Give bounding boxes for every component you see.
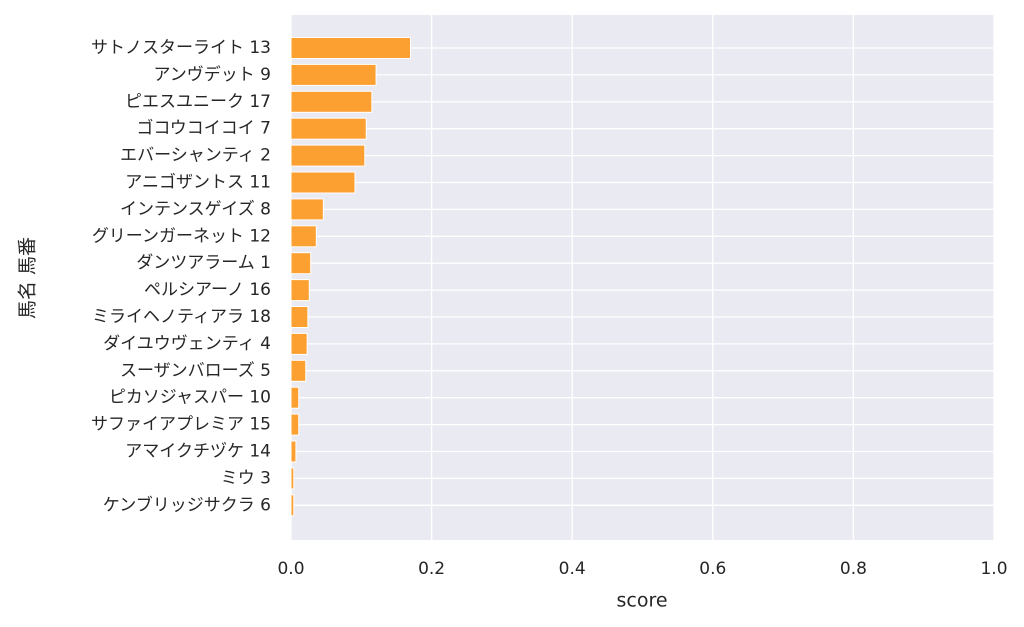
bar xyxy=(290,117,367,140)
bar xyxy=(290,332,308,355)
y-tick-label: スーザンバローズ 5 xyxy=(120,361,271,381)
y-tick-label: ダンツアラーム 1 xyxy=(136,253,271,273)
x-axis-label: score xyxy=(616,590,667,612)
x-tick-label: 0.0 xyxy=(277,559,304,579)
y-tick-label: ケンブリッジサクラ 6 xyxy=(103,494,271,515)
bar xyxy=(290,494,295,517)
y-tick-label: アニゴザントス 11 xyxy=(125,172,271,193)
bar xyxy=(290,413,300,436)
y-tick-label: サトノスターライト 13 xyxy=(91,38,271,58)
bar xyxy=(290,467,295,490)
x-tick-label: 0.8 xyxy=(840,559,867,579)
bar xyxy=(290,252,312,275)
y-tick-label: グリーンガーネット 12 xyxy=(92,226,271,246)
x-tick-label: 0.6 xyxy=(699,559,726,579)
x-tick-label: 0.2 xyxy=(418,559,445,579)
bar xyxy=(290,144,366,167)
bar xyxy=(290,279,310,302)
bar xyxy=(290,306,309,328)
bar xyxy=(290,90,373,113)
y-tick-label: インテンスゲイズ 8 xyxy=(120,199,271,219)
bar xyxy=(290,198,324,221)
y-tick-label: エバーシャンティ 2 xyxy=(120,146,271,166)
y-tick-label: サファイアプレミア 15 xyxy=(91,415,271,435)
y-tick-label: アマイクチヅケ 14 xyxy=(125,442,271,462)
y-tick-label: ミウ 3 xyxy=(221,468,271,488)
bar xyxy=(290,37,412,59)
plot-background xyxy=(291,15,994,540)
bar xyxy=(290,359,307,382)
y-tick-label: ピカソジャスパー 10 xyxy=(109,388,271,408)
y-tick-label: アンヴデット 9 xyxy=(153,64,271,85)
y-tick-label: ペルシアーノ 16 xyxy=(144,280,271,300)
bar xyxy=(290,63,377,86)
bar xyxy=(290,225,317,248)
bar xyxy=(290,440,297,463)
y-tick-label: ゴコウコイコイ 7 xyxy=(136,118,271,139)
bar xyxy=(290,171,356,194)
y-axis-label: 馬名 馬番 xyxy=(17,237,39,319)
x-tick-label: 0.4 xyxy=(559,559,586,579)
bar xyxy=(290,386,300,409)
y-tick-label: ミライヘノティアラ 18 xyxy=(92,307,271,327)
x-tick-label: 1.0 xyxy=(980,559,1007,579)
y-tick-label: ピエスユニーク 17 xyxy=(125,92,271,112)
y-tick-label: ダイユウヴェンティ 4 xyxy=(103,334,271,354)
